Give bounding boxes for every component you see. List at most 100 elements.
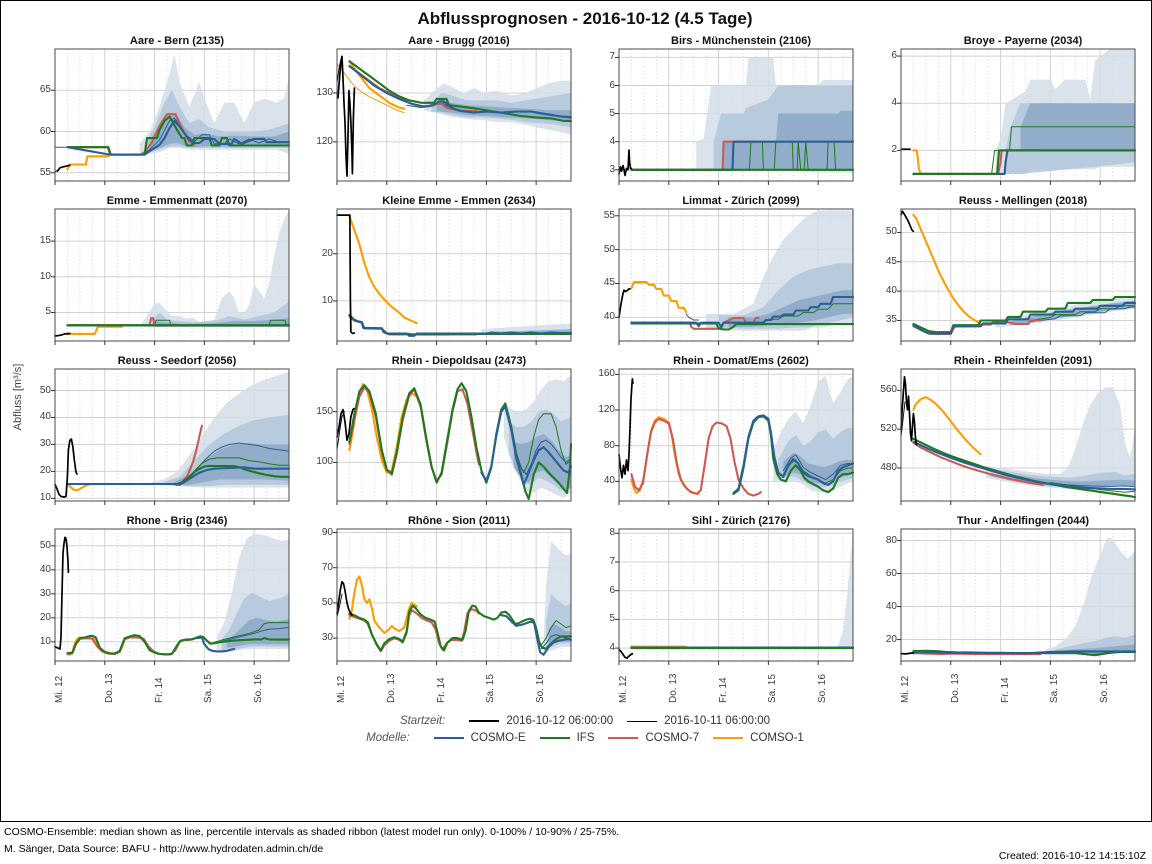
y-tick-label: 3 (609, 163, 615, 175)
panel: Rhone - Brig (2346) 10 20 30 40 50 Mi. 12 Do. 1… (25, 515, 299, 705)
series-ifs-new (66, 464, 291, 486)
x-tick-label: Do. 13 (667, 673, 679, 703)
series-obs-new (337, 55, 356, 177)
x-tick-label: Fr. 14 (153, 677, 165, 703)
y-tick-label: 2 (891, 144, 897, 156)
y-tick-label: 10 (321, 294, 333, 306)
created-timestamp: Created: 2016-10-12 14:15:10Z (998, 850, 1146, 862)
x-tick-label: Mi. 12 (618, 675, 629, 703)
y-axis: 30 50 70 90 (307, 527, 337, 661)
run-label: 2016-10-11 06:00:00 (664, 715, 771, 727)
plot-area (615, 368, 855, 505)
y-tick-label: 6 (609, 584, 615, 596)
series-obs-new (336, 214, 356, 335)
plot-svg (333, 48, 573, 185)
y-tick-label: 50 (39, 539, 51, 551)
y-tick-label: 40 (885, 285, 897, 297)
y-tick-label: 7 (609, 556, 615, 567)
panel-body: 5 10 15 (25, 208, 299, 345)
series-cosmoe-old (515, 439, 572, 476)
ribbon-p100 (985, 387, 1135, 490)
series-cosmoe-old (213, 626, 290, 645)
y-tick-label: 20 (39, 465, 51, 477)
ribbon-p50 (723, 110, 853, 170)
x-axis-strip: Mi. 12 Do. 13 Fr. 14 Sa. 15 So. 16 (54, 661, 299, 705)
series-obs-new (54, 536, 70, 650)
plot-area (333, 528, 573, 665)
y-tick-label: 80 (603, 439, 615, 451)
legend-modelle-row: Modelle: COSMO-E IFS COSMO-7 COMSO-1 (25, 732, 1145, 744)
ribbon-p50 (149, 112, 289, 152)
plot-area (897, 528, 1137, 665)
series-comso1-new (348, 575, 418, 634)
panel-title: Rhone - Brig (2346) (126, 515, 228, 527)
series-obs-new (900, 210, 915, 233)
y-tick-label: 6 (609, 79, 615, 91)
series-comso1-new (912, 213, 982, 325)
panel: Rhein - Rheinfelden (2091) 480 520 560 (871, 355, 1145, 505)
y-tick-label: 40 (885, 600, 897, 612)
panel-body: 35 40 45 50 (871, 208, 1145, 345)
series-cosmo7-new (630, 417, 762, 497)
run-line-swatch (469, 720, 500, 722)
model-label: COMSO-1 (750, 732, 804, 745)
plot-svg (615, 528, 855, 665)
y-tick-label: 6 (891, 50, 897, 62)
series-obs-old (900, 401, 906, 438)
y-tick-label: 50 (885, 226, 897, 238)
plot-area (615, 528, 855, 665)
plot-svg (51, 528, 291, 665)
panel: Reuss - Mellingen (2018) 35 40 45 50 (871, 195, 1145, 345)
panel: Rhein - Domat/Ems (2602) 40 80 120 160 (589, 355, 863, 505)
series-ifs-new (348, 604, 573, 652)
series-cosmoe-old (540, 634, 572, 650)
y-axis: 4 5 6 7 8 (589, 527, 619, 661)
runs-container: 2016-10-12 06:00:00 2016-10-11 06:00:00 (455, 715, 770, 727)
panel: Kleine Emme - Emmen (2634) 10 20 (307, 195, 581, 345)
model-line-swatch (539, 737, 570, 740)
y-axis: 10 20 30 40 50 (25, 369, 55, 504)
plot-svg (897, 208, 1137, 345)
model-line-swatch (433, 737, 464, 740)
y-tick-label: 8 (609, 527, 615, 539)
y-tick-label: 80 (885, 534, 897, 546)
run-line-swatch (627, 720, 658, 722)
footer: COSMO-Ensemble: median shown as line, pe… (0, 822, 1152, 864)
series-obs-new (336, 580, 353, 617)
y-tick-label: 7 (609, 51, 615, 63)
series-obs-new (336, 407, 355, 441)
panel-body: 10 20 30 40 50 (25, 528, 299, 665)
panel-body: 3 4 5 6 7 (589, 48, 863, 185)
plot-area (333, 208, 573, 345)
panel-body: 10 20 30 40 50 (25, 368, 299, 505)
plot-svg (333, 208, 573, 345)
y-tick-label: 55 (39, 166, 51, 178)
series-obs-new (618, 377, 634, 479)
y-tick-label: 15 (39, 235, 51, 247)
x-tick-label: Sa. 15 (1049, 674, 1061, 703)
startzeit-label: Startzeit: (399, 715, 446, 728)
footer-source: M. Sänger, Data Source: BAFU - http://ww… (4, 843, 324, 855)
plot-svg (51, 208, 291, 345)
y-tick-label: 20 (39, 611, 51, 623)
series-cosmoe-old (782, 454, 854, 481)
panel-title: Sihl - Zürich (2176) (691, 515, 791, 527)
panel: Sihl - Zürich (2176) 4 5 6 7 8 Mi. 12 Do. 13 Fr.… (589, 515, 863, 705)
model-line-swatch (608, 737, 639, 740)
panel-title: Rhône - Sion (2011) (407, 515, 511, 527)
panel-body: 2 4 6 (871, 48, 1145, 185)
plot-svg (897, 368, 1137, 505)
series-obs-new (54, 438, 78, 498)
panel-title: Broye - Payerne (2034) (963, 35, 1083, 47)
panel-title: Aare - Brugg (2016) (408, 35, 510, 47)
panel: Limmat - Zürich (2099) 40 45 50 55 (589, 195, 863, 345)
panel-title: Aare - Bern (2135) (129, 35, 225, 47)
plot-svg (615, 208, 855, 345)
series-cosmoe-old (1029, 306, 1136, 323)
legend-startzeit-row: Startzeit: 2016-10-12 06:00:00 2016-10-11 … (25, 715, 1145, 727)
series-ifs-old (1029, 305, 1136, 321)
y-tick-label: 30 (321, 632, 333, 644)
panel-body: 40 80 120 160 (589, 368, 863, 505)
y-tick-label: 120 (598, 404, 615, 416)
panel-body: 480 520 560 (871, 368, 1145, 505)
